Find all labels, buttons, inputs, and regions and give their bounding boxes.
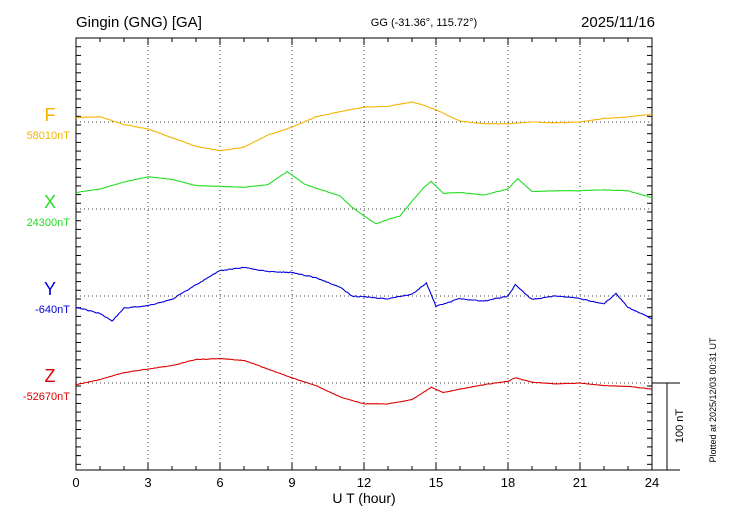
series-name-f: F	[45, 105, 56, 125]
plot-date: 2025/11/16	[581, 14, 655, 31]
x-tick-label-15: 15	[429, 475, 443, 490]
series-line-f	[76, 101, 652, 152]
x-tick-label-24: 24	[645, 475, 659, 490]
x-tick-label-9: 9	[288, 475, 295, 490]
series-baseline-x: 24300nT	[27, 217, 71, 229]
series-name-y: Y	[44, 279, 56, 299]
series-name-x: X	[44, 192, 56, 212]
series-line-z	[75, 357, 653, 405]
x-tick-label-0: 0	[72, 475, 79, 490]
grid-lines	[76, 38, 652, 470]
scale-bar-label: 100 nT	[674, 409, 686, 444]
series-baseline-f: 58010nT	[27, 130, 71, 142]
x-tick-labels: 0 3 6 9 12 15 18 21 24	[72, 475, 659, 490]
x-axis-label: U T (hour)	[332, 490, 395, 506]
series-line-y	[75, 266, 653, 322]
series-labels: F 58010nT X 24300nT Y -640nT Z -52670nT	[23, 105, 70, 403]
x-tick-label-18: 18	[501, 475, 515, 490]
station-title: Gingin (GNG) [GA]	[76, 14, 202, 31]
series-group	[75, 101, 653, 405]
plotted-timestamp: Plotted at 2025/12/03 00:31 UT	[708, 337, 718, 463]
axis-ticks	[75, 37, 653, 470]
x-tick-label-12: 12	[357, 475, 371, 490]
series-baseline-y: -640nT	[35, 304, 70, 316]
x-tick-label-3: 3	[144, 475, 151, 490]
series-baseline-z: -52670nT	[23, 391, 70, 403]
x-tick-label-21: 21	[573, 475, 587, 490]
scale-bar	[652, 382, 680, 471]
series-name-z: Z	[45, 366, 56, 386]
series-line-x	[75, 170, 653, 225]
station-coords: GG (-31.36°, 115.72°)	[371, 17, 477, 29]
x-tick-label-6: 6	[216, 475, 223, 490]
